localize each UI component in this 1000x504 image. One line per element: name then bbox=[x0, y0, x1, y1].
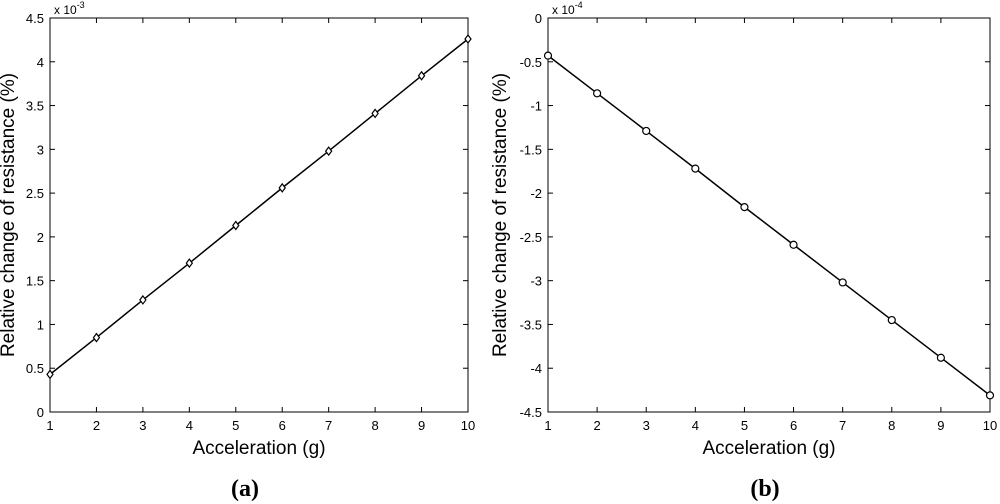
y-tick-label-b: 0 bbox=[535, 11, 542, 26]
y-exponent-label-b: x 10-4 bbox=[552, 0, 583, 17]
data-point-b bbox=[887, 315, 896, 325]
y-tick-label-b: -2.5 bbox=[520, 230, 542, 245]
y-tick-label-b: -1.5 bbox=[520, 142, 542, 157]
y-tick-label-a: 3.5 bbox=[26, 99, 44, 114]
y-tick-label-a: 0 bbox=[37, 405, 44, 420]
x-tick-label-a: 5 bbox=[232, 418, 239, 433]
y-tick-label-a: 2 bbox=[37, 230, 44, 245]
x-tick-label-a: 4 bbox=[186, 418, 193, 433]
data-point-a bbox=[232, 220, 240, 231]
plot-frame-b bbox=[547, 17, 991, 413]
x-tick-label-b: 2 bbox=[593, 418, 600, 433]
data-point-a bbox=[46, 369, 54, 380]
x-tick-label-a: 2 bbox=[93, 418, 100, 433]
data-point-b bbox=[593, 89, 602, 98]
x-tick-label-b: 5 bbox=[741, 418, 748, 433]
y-tick-label-b: -2 bbox=[530, 186, 542, 201]
data-point-b bbox=[985, 391, 995, 400]
y-tick-label-a: 1 bbox=[37, 317, 44, 332]
data-point-a bbox=[324, 146, 333, 157]
data-point-a bbox=[185, 258, 194, 269]
data-point-b bbox=[789, 240, 798, 249]
data-point-b bbox=[740, 203, 749, 212]
x-tick-label-b: 4 bbox=[692, 418, 699, 433]
y-tick-label-b: -3.5 bbox=[520, 317, 542, 332]
x-tick-label-a: 7 bbox=[325, 418, 332, 433]
y-exponent-label-a: x 10-3 bbox=[54, 0, 85, 17]
y-tick-label-a: 1.5 bbox=[26, 274, 44, 289]
y-tick-label-b: -4 bbox=[530, 361, 542, 376]
x-tick-label-a: 8 bbox=[371, 418, 378, 433]
y-tick-label-a: 4 bbox=[37, 55, 44, 70]
y-exponent-base-a: x 10 bbox=[54, 3, 77, 17]
data-point-a bbox=[464, 34, 472, 45]
y-tick-label-a: 0.5 bbox=[26, 361, 44, 376]
data-point-a bbox=[278, 182, 286, 193]
chart-a: 1 2 3 4 5 6 7 8 9 10 0 0.5 1 1.5 2 2.5 3 3.5 4 4.5 x 10-3 Acc… bbox=[0, 0, 475, 502]
y-axis-label-b: Relative change of resistance (%) bbox=[490, 73, 511, 357]
x-tick-label-b: 7 bbox=[839, 418, 846, 433]
data-point-a bbox=[92, 332, 101, 343]
x-tick-label-b: 8 bbox=[888, 418, 895, 433]
y-exponent-power-a: -3 bbox=[77, 0, 85, 10]
y-exponent-base-b: x 10 bbox=[552, 3, 575, 17]
x-axis-label-a: Acceleration (g) bbox=[192, 438, 325, 459]
x-tick-label-b: 3 bbox=[643, 418, 650, 433]
data-point-b bbox=[936, 353, 945, 362]
data-point-b bbox=[642, 126, 651, 136]
plot-frame-a bbox=[49, 17, 469, 413]
x-axis-label-b: Acceleration (g) bbox=[702, 438, 835, 459]
data-point-b bbox=[543, 51, 553, 60]
series-line-b bbox=[547, 55, 991, 396]
y-tick-label-b: -1 bbox=[530, 99, 542, 114]
x-tick-label-a: 3 bbox=[139, 418, 146, 433]
x-tick-label-a: 6 bbox=[279, 418, 286, 433]
y-exponent-power-b: -4 bbox=[575, 0, 583, 10]
subfigure-caption-a: (a) bbox=[231, 476, 259, 502]
subfigure-caption-b: (b) bbox=[750, 476, 779, 502]
chart-b: 1 2 3 4 5 6 7 8 9 10 -4.5 -4 -3.5 -3 -2.5 -2 -1.5 -1 -0.5 0… bbox=[490, 0, 997, 502]
data-point-a bbox=[139, 294, 147, 305]
y-tick-label-a: 4.5 bbox=[26, 11, 44, 26]
y-tick-label-a: 3 bbox=[37, 142, 44, 157]
x-tick-label-a: 9 bbox=[418, 418, 425, 433]
y-tick-label-b: -3 bbox=[530, 274, 542, 289]
x-tick-label-a: 1 bbox=[46, 418, 53, 433]
x-tick-label-a: 10 bbox=[461, 418, 475, 433]
x-tick-label-b: 6 bbox=[790, 418, 797, 433]
data-point-b bbox=[838, 278, 847, 287]
x-tick-label-b: 10 bbox=[983, 418, 997, 433]
y-tick-label-a: 2.5 bbox=[26, 186, 44, 201]
y-tick-label-b: -0.5 bbox=[520, 55, 542, 70]
series-line-a bbox=[49, 38, 469, 375]
y-tick-label-b: -4.5 bbox=[520, 405, 542, 420]
data-point-a bbox=[417, 70, 426, 81]
data-point-a bbox=[371, 108, 379, 119]
data-point-b bbox=[691, 164, 700, 173]
x-tick-label-b: 9 bbox=[937, 418, 944, 433]
x-tick-label-b: 1 bbox=[544, 418, 551, 433]
y-axis-label-a: Relative change of resistance (%) bbox=[0, 73, 19, 357]
